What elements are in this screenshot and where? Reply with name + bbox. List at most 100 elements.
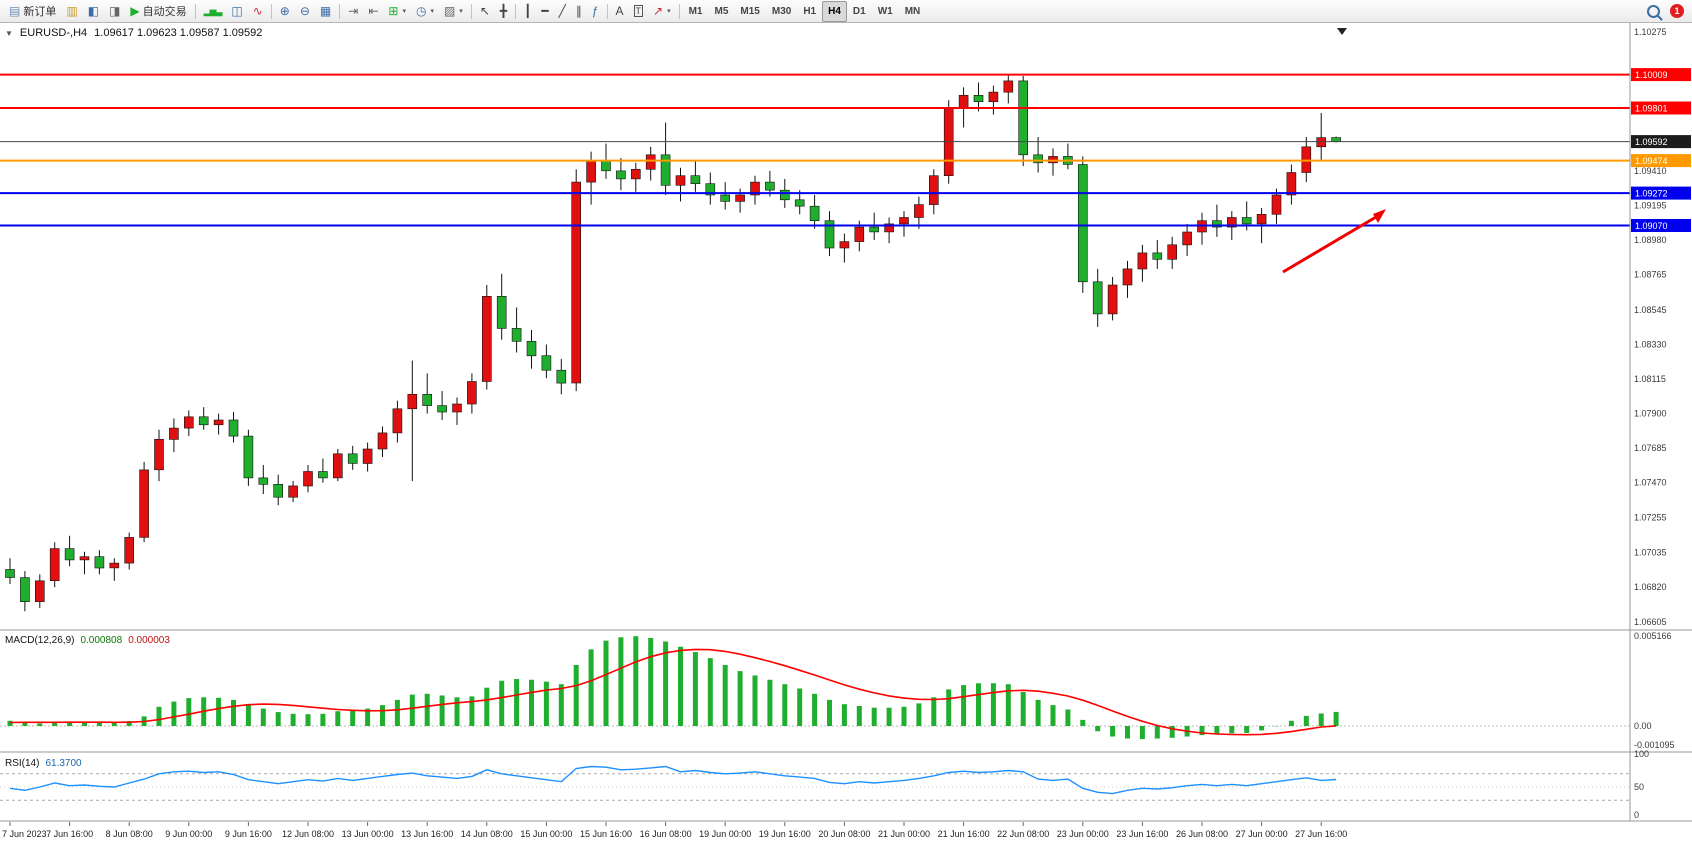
notification-badge[interactable]: 1	[1670, 4, 1684, 18]
candle	[1212, 204, 1222, 237]
line-chart-button[interactable]: ∿	[248, 1, 268, 22]
candle	[630, 162, 641, 192]
macd-signal-value: 0.000003	[128, 635, 170, 646]
timeframe-w1-button[interactable]: W1	[877, 5, 893, 17]
candle	[34, 574, 45, 609]
templates-button[interactable]: ▨ ▾	[439, 1, 468, 22]
candle	[422, 373, 433, 414]
macd-axis-label: -0.001095	[1634, 740, 1675, 750]
candle	[988, 85, 999, 115]
market-watch-button[interactable]: ▥	[61, 1, 82, 22]
data-window-button[interactable]: ◨	[104, 1, 125, 22]
indicators-icon: ⊞	[388, 4, 399, 18]
time-axis-label: 23 Jun 00:00	[1057, 829, 1109, 839]
auto-scroll-button[interactable]: ⇥	[343, 1, 363, 22]
candle	[1033, 137, 1043, 173]
time-axis-label: 15 Jun 16:00	[580, 829, 632, 839]
timeframe-m30-button[interactable]: M30	[771, 5, 792, 17]
search-icon[interactable]	[1647, 4, 1660, 18]
timeframe-h1-button[interactable]: H1	[803, 5, 817, 17]
timeframe-m5-button[interactable]: M5	[714, 5, 729, 17]
candle	[973, 82, 984, 112]
candle	[526, 330, 537, 369]
tile-windows-icon: ▦	[319, 4, 332, 18]
chart-window[interactable]: 1.10275 1.09410 1.09195 1.08980 1.08765 1.085…	[0, 23, 1692, 845]
price-axis-label: 1.06820	[1634, 582, 1667, 592]
one-click-trading-toggle[interactable]: ▼	[5, 28, 13, 38]
zoom-in-button[interactable]: ⊕	[275, 1, 295, 22]
zoom-out-button[interactable]: ⊖	[295, 1, 315, 22]
candle	[750, 175, 760, 205]
chart-title: ▼ EURUSD-,H4 1.09617 1.09623 1.09587 1.0…	[5, 27, 262, 39]
trend-arrow-object[interactable]	[1282, 215, 1377, 274]
candle	[20, 571, 30, 612]
timeframe-h4-button[interactable]: H4	[822, 0, 847, 22]
trendline-tool-button[interactable]: ╱	[554, 1, 571, 22]
indicators-button[interactable]: ⊞ ▾	[383, 1, 411, 22]
chart-shift-marker[interactable]	[1337, 28, 1347, 35]
text-label-tool-button[interactable]: T	[629, 1, 649, 22]
macd-name: MACD(12,26,9)	[5, 635, 75, 646]
candle	[407, 360, 418, 482]
price-axis-label: 1.09195	[1634, 200, 1667, 210]
price-axis-label: 1.07470	[1634, 478, 1667, 488]
candlestick-icon: ◫	[231, 4, 243, 18]
macd-axis-label: 0.005166	[1634, 631, 1672, 641]
timeframe-m1-button[interactable]: M1	[688, 5, 703, 17]
candle	[481, 285, 492, 390]
bar-chart-button[interactable]: ▂▅▃	[199, 1, 227, 22]
time-axis-label: 23 Jun 16:00	[1116, 829, 1168, 839]
price-axis-label: 1.08980	[1634, 235, 1667, 245]
candle	[1048, 148, 1058, 176]
candle	[288, 481, 298, 502]
navigator-button[interactable]: ◧	[83, 1, 104, 22]
candle	[541, 344, 552, 379]
fibonacci-tool-button[interactable]: ƒ	[587, 1, 604, 22]
new-order-button[interactable]: ▤ 新订单	[4, 1, 61, 22]
auto-trading-button[interactable]: ▶ 自动交易	[125, 1, 191, 22]
time-axis-label: 21 Jun 16:00	[938, 829, 990, 839]
candle	[1182, 223, 1192, 257]
chart-shift-button[interactable]: ⇤	[363, 1, 383, 22]
trendline-icon: ╱	[558, 4, 566, 18]
time-axis-label: 7 Jun 16:00	[46, 829, 93, 839]
zoom-in-icon: ⊕	[279, 4, 290, 18]
timeframe-d1-button[interactable]: D1	[852, 5, 866, 17]
crosshair-tool-button[interactable]: ╋	[495, 1, 512, 22]
candle	[645, 146, 656, 181]
timeframe-m15-button[interactable]: M15	[740, 5, 760, 17]
text-tool-button[interactable]: A	[611, 1, 629, 22]
arrows-tool-button[interactable]: ↗ ▾	[648, 1, 676, 22]
candle	[571, 169, 582, 392]
bar-chart-icon: ▂▅▃	[203, 5, 223, 16]
templates-icon: ▨	[443, 4, 456, 18]
price-tag: 1.09592	[1631, 135, 1691, 149]
market-watch-icon: ▥	[66, 4, 78, 18]
timeframe-mn-button[interactable]: MN	[904, 5, 921, 17]
trend-arrow-head[interactable]	[1373, 209, 1386, 223]
toolbar-separator	[194, 3, 196, 19]
toolbar-separator	[606, 3, 608, 19]
time-axis-label: 14 Jun 08:00	[461, 829, 513, 839]
vertical-line-tool-button[interactable]: ┃	[519, 1, 536, 22]
price-tag: 1.09070	[1631, 219, 1691, 232]
channel-tool-button[interactable]: ∥	[571, 1, 587, 22]
price-tag: 1.09272	[1631, 186, 1691, 200]
line-chart-icon: ∿	[252, 4, 263, 18]
periods-button[interactable]: ◷ ▾	[411, 1, 439, 22]
chart-canvas[interactable]: 1.10275 1.09410 1.09195 1.08980 1.08765 1.085…	[0, 23, 1692, 845]
candlestick-chart-button[interactable]: ◫	[226, 1, 247, 22]
auto-trading-icon: ▶	[130, 4, 140, 18]
rsi-axis-label: 0	[1634, 810, 1639, 820]
candle	[1271, 188, 1282, 224]
candle	[496, 273, 507, 340]
candle	[49, 542, 60, 588]
toolbar-separator	[270, 3, 272, 19]
horizontal-line-tool-button[interactable]: ━	[536, 1, 553, 22]
tile-windows-button[interactable]: ▦	[315, 1, 336, 22]
candle	[1003, 74, 1014, 104]
macd-axis-label: 0.00	[1634, 721, 1652, 731]
price-axis-label: 1.08330	[1634, 340, 1667, 350]
cursor-tool-button[interactable]: ↖	[475, 1, 495, 22]
price-axis-label: 1.07035	[1634, 548, 1667, 558]
